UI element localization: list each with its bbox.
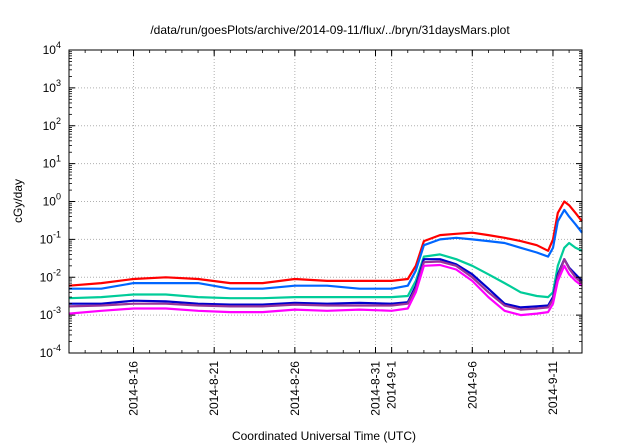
x-axis: 2014-8-16 2014-8-21 2014-8-26 2014-8-31 2014…	[68, 50, 570, 416]
y-axis: 104 103 102 101 100 10-1 10-2 10-3 10-4	[40, 40, 582, 360]
x-tick-label: 2014-8-26	[288, 361, 302, 416]
series-layer	[68, 200, 583, 317]
x-tick-label: 2014-8-16	[127, 361, 141, 416]
y-tick-label: 100	[43, 192, 61, 209]
y-tick-label: 101	[43, 154, 61, 171]
x-tick-label: 2014-9-11	[546, 361, 560, 415]
series-line	[68, 263, 583, 317]
y-tick-label: 10-3	[40, 305, 61, 322]
chart-title: /data/run/goesPlots/archive/2014-09-11/f…	[150, 23, 510, 37]
x-axis-label: Coordinated Universal Time (UTC)	[232, 429, 416, 443]
y-tick-label: 10-2	[40, 267, 61, 284]
x-tick-label: 2014-8-21	[207, 361, 221, 416]
x-tick-label: 2014-9-6	[465, 361, 479, 409]
y-tick-label: 10-1	[40, 229, 61, 246]
x-tick-label: 2014-9-1	[385, 361, 399, 409]
y-tick-label: 103	[43, 78, 61, 95]
y-tick-label: 10-4	[40, 343, 61, 360]
y-axis-label: cGy/day	[11, 179, 25, 223]
series-line	[68, 241, 583, 300]
y-tick-label: 102	[43, 116, 61, 133]
x-tick-label: 2014-8-31	[369, 361, 383, 416]
y-tick-label: 104	[43, 40, 61, 57]
series-line	[69, 208, 583, 290]
series-line	[68, 200, 583, 287]
